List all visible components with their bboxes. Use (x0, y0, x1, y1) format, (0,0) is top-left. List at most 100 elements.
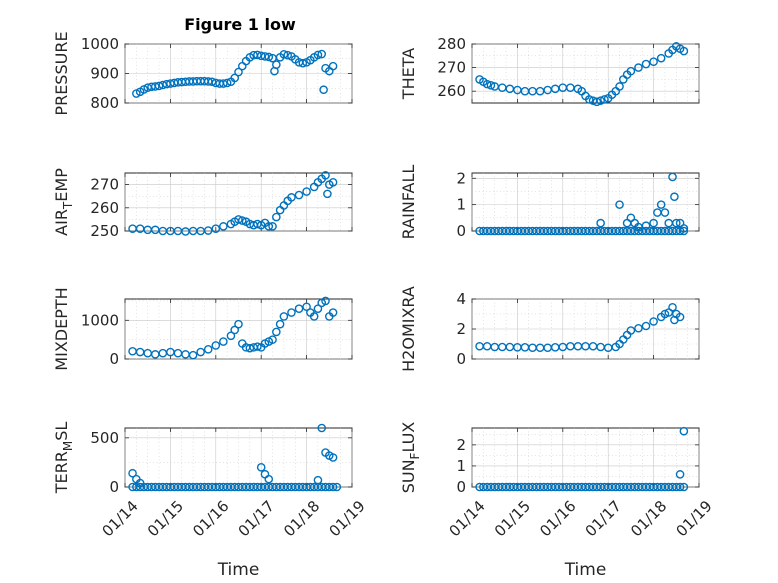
data-point (317, 49, 327, 59)
data-point (323, 189, 332, 199)
data-point (264, 474, 274, 484)
data-point (188, 350, 198, 360)
data-point (675, 482, 685, 492)
data-point (256, 463, 266, 472)
x-axis-label: Time (564, 560, 607, 580)
data-point (302, 187, 311, 196)
data-point (656, 53, 666, 63)
data-point (313, 304, 323, 313)
data-point (294, 304, 304, 313)
y-tick-label: 0 (456, 478, 466, 496)
data-point (486, 81, 496, 90)
y-tick-label: 270 (90, 176, 119, 194)
y-axis-label: H2OMIXRA (399, 286, 418, 372)
y-axis-label-main: TERR (52, 451, 71, 494)
data-point (679, 426, 689, 436)
data-point (626, 326, 636, 335)
y-tick-label: 1 (456, 457, 466, 475)
data-point (634, 323, 643, 333)
y-tick-label: 0 (109, 350, 119, 368)
y-axis-label-subscript: M (61, 441, 75, 451)
data-point (268, 335, 277, 344)
data-point (279, 50, 289, 59)
data-point (196, 347, 205, 357)
data-point (207, 77, 217, 87)
y-axis-label: MIXDEPTH (52, 287, 71, 370)
y-axis-label: AIRTEMP (52, 168, 75, 236)
x-tick-label: 01/18 (627, 497, 670, 540)
y-axis-label-rest: SL (52, 422, 71, 441)
data-point (649, 218, 658, 228)
data-point (649, 317, 658, 326)
data-point (596, 218, 605, 228)
x-tick-label: 01/19 (325, 497, 368, 540)
data-point (203, 345, 213, 354)
data-point (283, 50, 292, 60)
data-point (668, 302, 677, 312)
figure-title: Figure 1 low (184, 15, 296, 34)
series-markers (128, 423, 342, 492)
series-markers (128, 171, 338, 236)
y-axis-label: TERRMSL (52, 422, 75, 495)
data-point (234, 67, 243, 77)
y-axis-label-rest: LUX (399, 422, 418, 453)
data-point (626, 66, 636, 76)
y-tick-label: 500 (90, 429, 119, 447)
data-point (226, 331, 236, 341)
x-tick-label: 01/14 (445, 497, 488, 540)
data-point (234, 215, 243, 224)
data-point (302, 302, 311, 312)
data-point (615, 82, 624, 91)
data-point (230, 325, 240, 335)
data-point (272, 60, 281, 69)
y-axis-label-main: AIR (52, 209, 71, 236)
y-axis-label: RAINFALL (399, 165, 418, 240)
data-point (675, 312, 685, 322)
y-tick-label: 250 (90, 222, 119, 240)
data-point (260, 52, 270, 61)
x-tick-label: 01/18 (280, 497, 323, 540)
data-point (670, 192, 679, 202)
data-point (317, 423, 327, 433)
subplot-h2omixra: 0 2 4 H2OMIXRA (399, 286, 700, 372)
data-point (211, 341, 221, 350)
x-tick-label: 01/14 (98, 497, 141, 540)
data-point (649, 57, 658, 67)
data-point (641, 221, 651, 231)
subplot-rainfall: 0 1 2 RAINFALL (399, 165, 700, 240)
data-point (321, 296, 330, 306)
y-axis-label-rest: EMP (52, 168, 71, 202)
subplot-air_temp: 250 260 270 AIRTEMP (52, 168, 353, 240)
y-tick-label: 260 (437, 82, 466, 100)
axes-box (471, 427, 700, 488)
y-tick-label: 2 (456, 169, 466, 187)
y-tick-label: 1 (456, 196, 466, 214)
y-axis-label-subscript: T (61, 201, 75, 210)
data-point (219, 222, 228, 231)
subplot-theta: 260 270 280 THETA (399, 35, 700, 107)
y-tick-label: 0 (109, 478, 119, 496)
y-axis-label-main: RAINFALL (399, 165, 418, 240)
data-point (203, 226, 213, 235)
data-point (332, 482, 342, 492)
y-tick-label: 4 (456, 290, 466, 308)
data-point (679, 482, 689, 492)
data-point (313, 50, 323, 60)
series-markers (475, 426, 689, 492)
data-point (328, 308, 338, 317)
data-point (679, 224, 689, 233)
data-point (128, 468, 137, 478)
data-point (321, 171, 330, 180)
axes-box (124, 427, 353, 488)
y-tick-label: 800 (90, 94, 119, 112)
x-tick-label: 01/16 (536, 497, 579, 540)
x-tick-label: 01/17 (235, 497, 278, 540)
data-point (279, 312, 289, 321)
y-axis-label: THETA (399, 48, 418, 100)
data-point (253, 342, 262, 351)
data-point (641, 59, 651, 69)
y-tick-label: 900 (90, 65, 119, 83)
data-point (660, 309, 670, 319)
